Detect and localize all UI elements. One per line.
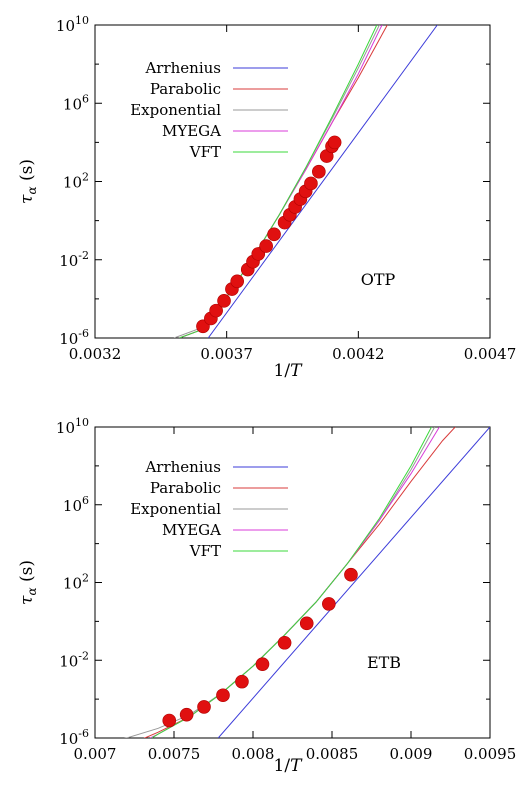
y-tick-label: 106	[63, 494, 89, 515]
y-tick-label: 10-6	[59, 327, 89, 348]
data-point	[217, 294, 231, 308]
y-tick-label: 10-6	[59, 727, 89, 748]
chart-2: 0.007 0.0075 0.008 0.0085 0.009 0.0095 1010 106…	[17, 416, 516, 776]
data-points	[196, 135, 342, 334]
legend-label: Arrhenius	[144, 458, 221, 476]
chart-1: 0.0032 0.0037 0.0042 0.0047 1010 106 102 10-2 10…	[17, 14, 516, 381]
annotation: OTP	[361, 270, 396, 289]
legend-label: Parabolic	[150, 80, 221, 98]
y-tick-label: 10-2	[59, 649, 89, 670]
data-point	[344, 567, 358, 582]
x-tick-label: 0.0085	[306, 745, 359, 763]
y-tick-label: 102	[63, 572, 89, 593]
legend-label: Exponential	[130, 500, 221, 518]
legend-label: VFT	[189, 542, 221, 560]
x-tick-label: 0.007	[74, 745, 117, 763]
legend: Arrhenius Parabolic Exponential MYEGA VFT	[130, 458, 288, 560]
y-axis-label: τα (s)	[17, 560, 39, 605]
x-tick-label: 0.0042	[332, 345, 385, 363]
data-point	[216, 688, 230, 703]
data-point	[304, 176, 318, 191]
data-point	[197, 700, 211, 714]
data-point	[322, 597, 336, 611]
legend-label: MYEGA	[162, 122, 221, 140]
series-line-arrhenius	[207, 25, 438, 338]
x-tick-label: 0.0047	[464, 345, 517, 363]
data-point	[179, 707, 194, 722]
legend-label: Arrhenius	[144, 59, 221, 77]
data-point	[299, 616, 314, 631]
data-point	[259, 239, 273, 253]
x-tick-label: 0.0037	[200, 345, 253, 363]
y-axis-label: τα (s)	[17, 159, 39, 204]
legend-label: Exponential	[130, 101, 221, 119]
x-axis-label: 1/T	[274, 361, 304, 381]
data-point	[230, 274, 244, 289]
legend-label: MYEGA	[162, 521, 221, 539]
data-point	[327, 135, 342, 150]
legend-label: Parabolic	[150, 479, 221, 497]
x-tick-label: 0.0032	[69, 345, 122, 363]
annotation: ETB	[367, 653, 401, 672]
data-points	[162, 567, 358, 728]
legend: Arrhenius Parabolic Exponential MYEGA VFT	[130, 59, 288, 161]
y-tick-label: 1010	[56, 416, 89, 437]
data-point	[267, 227, 281, 242]
series-line-arrhenius	[217, 427, 490, 738]
series-lines	[123, 427, 490, 738]
x-tick-label: 0.008	[232, 745, 275, 763]
x-tick-label: 0.0075	[148, 745, 201, 763]
data-point	[277, 635, 292, 650]
y-tick-label: 1010	[56, 14, 89, 35]
data-point	[162, 713, 177, 728]
legend-label: VFT	[189, 143, 221, 161]
y-tick-label: 102	[63, 171, 89, 192]
x-tick-label: 0.0095	[464, 745, 517, 763]
y-tick-label: 10-2	[59, 249, 89, 270]
x-axis-label: 1/T	[274, 756, 304, 776]
data-point	[312, 164, 326, 179]
data-point	[209, 303, 223, 318]
x-tick-label: 0.009	[390, 745, 433, 763]
series-line-vft	[151, 427, 432, 738]
data-point	[255, 657, 270, 671]
data-point	[235, 674, 249, 689]
y-tick-label: 106	[63, 92, 89, 113]
